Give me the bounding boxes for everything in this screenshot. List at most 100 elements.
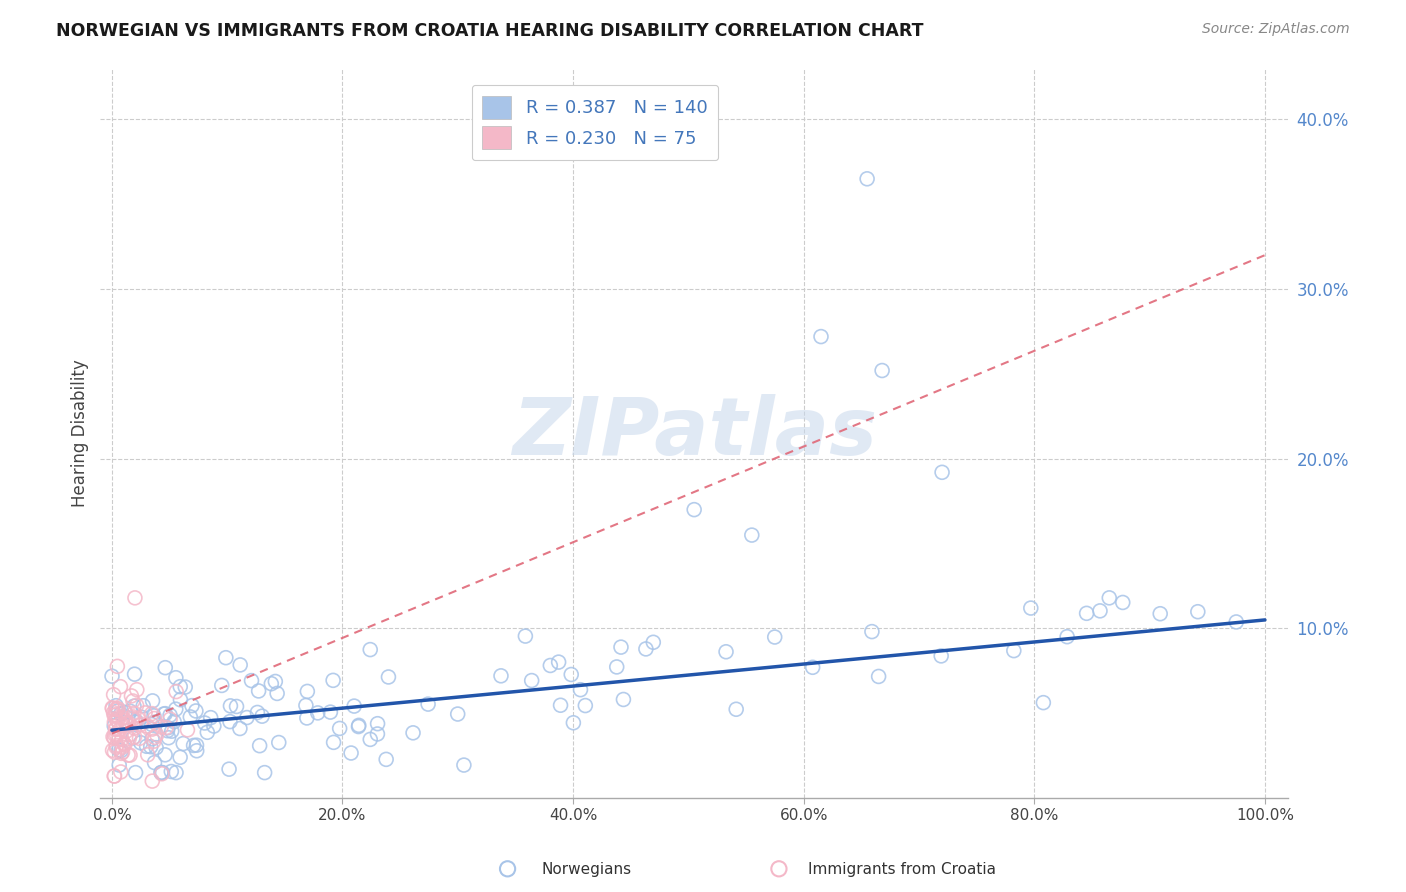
- Point: [107, 704, 129, 718]
- Point: [141, 717, 163, 731]
- Point: [1112, 595, 1135, 609]
- Point: [219, 714, 242, 729]
- Point: [163, 714, 186, 729]
- Point: [186, 744, 208, 758]
- Point: [643, 635, 665, 649]
- Point: [172, 737, 194, 751]
- Point: [560, 667, 582, 681]
- Point: [169, 750, 191, 764]
- Point: [105, 740, 128, 755]
- Point: [145, 740, 167, 755]
- Point: [124, 765, 146, 780]
- Point: [129, 717, 152, 731]
- Point: [101, 701, 124, 715]
- Point: [763, 630, 786, 644]
- Point: [110, 764, 132, 779]
- Point: [132, 698, 155, 713]
- Point: [127, 712, 149, 726]
- Point: [1088, 604, 1111, 618]
- Point: [141, 774, 163, 789]
- Point: [347, 718, 370, 732]
- Point: [108, 731, 131, 746]
- Point: [105, 659, 128, 673]
- Point: [111, 711, 134, 725]
- Point: [105, 712, 128, 726]
- Point: [136, 747, 159, 762]
- Point: [801, 660, 824, 674]
- Point: [367, 716, 389, 731]
- Point: [153, 706, 176, 721]
- Point: [249, 739, 271, 753]
- Point: [143, 715, 166, 730]
- Point: [104, 707, 127, 722]
- Point: [141, 722, 163, 736]
- Point: [202, 719, 225, 733]
- Point: [860, 624, 883, 639]
- Point: [569, 682, 592, 697]
- Point: [108, 723, 131, 737]
- Legend: R = 0.387   N = 140, R = 0.230   N = 75: R = 0.387 N = 140, R = 0.230 N = 75: [471, 85, 718, 161]
- Point: [683, 502, 706, 516]
- Point: [931, 465, 953, 479]
- Point: [115, 724, 138, 739]
- Point: [246, 706, 269, 720]
- Point: [156, 721, 179, 735]
- Point: [606, 660, 628, 674]
- Point: [122, 731, 145, 745]
- Point: [402, 726, 425, 740]
- Point: [105, 698, 128, 713]
- Point: [107, 710, 129, 724]
- Point: [1002, 643, 1025, 657]
- Point: [266, 686, 288, 700]
- Point: [329, 722, 352, 736]
- Point: [104, 703, 127, 717]
- Point: [122, 706, 145, 721]
- Point: [157, 731, 180, 745]
- Point: [366, 727, 388, 741]
- Point: [165, 765, 187, 780]
- Point: [160, 764, 183, 779]
- Point: [136, 719, 159, 733]
- Point: [124, 667, 146, 681]
- Point: [194, 716, 217, 731]
- Point: [195, 725, 218, 739]
- Point: [267, 735, 290, 749]
- Point: [219, 698, 242, 713]
- Point: [125, 682, 148, 697]
- Point: [110, 680, 132, 694]
- Point: [159, 712, 181, 726]
- Point: [515, 629, 537, 643]
- Point: [103, 769, 125, 783]
- Point: [128, 731, 150, 746]
- Point: [1225, 615, 1247, 629]
- Point: [150, 765, 173, 780]
- Point: [359, 732, 381, 747]
- Point: [141, 731, 163, 746]
- Point: [145, 728, 167, 742]
- Point: [120, 689, 142, 703]
- Point: [110, 743, 132, 757]
- Point: [236, 710, 259, 724]
- Point: [229, 722, 252, 736]
- Point: [104, 728, 127, 742]
- Point: [111, 740, 134, 755]
- Point: [856, 171, 879, 186]
- Point: [122, 694, 145, 708]
- Point: [103, 715, 125, 730]
- Point: [319, 705, 342, 719]
- Point: [155, 721, 177, 735]
- Point: [135, 739, 157, 754]
- Point: [547, 655, 569, 669]
- Point: [103, 731, 125, 746]
- Point: [141, 694, 163, 708]
- Point: [714, 645, 737, 659]
- Point: [107, 702, 129, 716]
- Point: [1098, 591, 1121, 605]
- Point: [101, 743, 124, 757]
- Point: [105, 702, 128, 716]
- Point: [114, 738, 136, 752]
- Point: [496, 862, 519, 876]
- Point: [725, 702, 748, 716]
- Point: [322, 735, 344, 749]
- Point: [122, 710, 145, 724]
